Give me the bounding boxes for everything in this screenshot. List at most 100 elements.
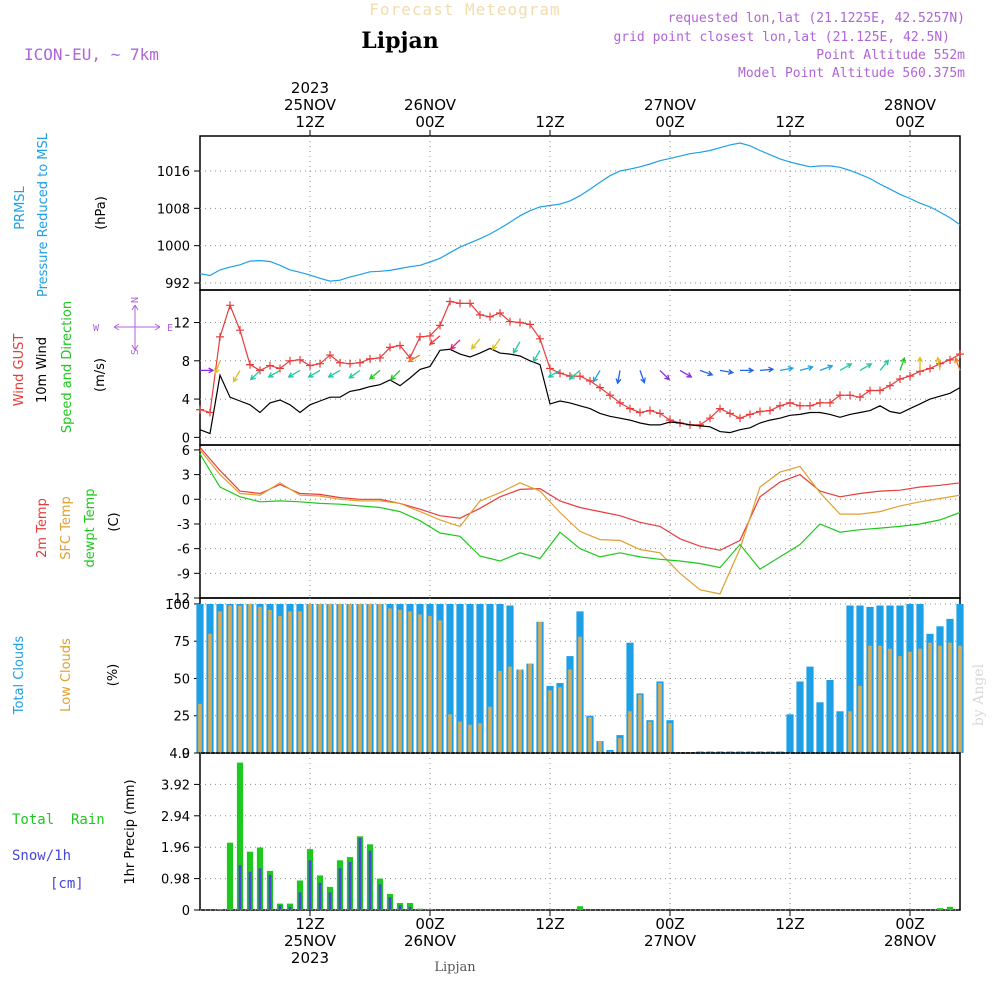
bar-clouds-1-65 <box>848 711 852 753</box>
bar-clouds-1-37 <box>568 669 572 753</box>
top-time-label-0-0: 2023 <box>291 79 329 97</box>
bar-clouds-1-76 <box>958 645 962 753</box>
bar-precip-1-12 <box>358 837 362 910</box>
ytick-label-temperature-4: 0 <box>182 493 190 508</box>
bar-clouds-1-3 <box>228 605 232 753</box>
series-temperature-2 <box>199 453 961 570</box>
wind-arrow-10 <box>389 369 401 381</box>
dewpt-label: dewpt Temp <box>83 488 98 567</box>
wind-units: (m/s) <box>93 358 108 392</box>
tsfc-label: SFC Temp <box>59 496 74 560</box>
bar-clouds-1-46 <box>658 683 662 753</box>
bar-clouds-1-15 <box>348 604 352 753</box>
gust-marker-26 <box>456 299 464 308</box>
gust-marker-57 <box>766 406 774 415</box>
bar-clouds-1-31 <box>508 666 512 753</box>
top-time-label-5-0: 28NOV <box>884 96 937 114</box>
ytick-label-temperature-3: -3 <box>177 518 190 533</box>
bar-clouds-1-2 <box>218 611 222 753</box>
gust-marker-30 <box>496 308 504 317</box>
gust-marker-41 <box>606 391 614 400</box>
bar-precip-0-20 <box>416 908 424 910</box>
gust-marker-2 <box>216 332 224 341</box>
clouds-units: (%) <box>106 664 121 687</box>
top-time-label-3-0: 27NOV <box>644 96 697 114</box>
gust-marker-34 <box>536 334 544 343</box>
bar-clouds-1-66 <box>858 685 862 753</box>
series-wind-1 <box>199 347 961 435</box>
bar-clouds-0-26 <box>456 604 464 753</box>
bar-precip-1-8 <box>318 882 322 910</box>
gust-marker-62 <box>816 398 824 407</box>
bar-clouds-1-5 <box>248 604 252 753</box>
bar-precip-1-4 <box>278 905 282 910</box>
gust-marker-28 <box>476 310 484 319</box>
bottom-time-label-5-1: 28NOV <box>884 932 937 950</box>
bar-precip-1-3 <box>268 874 272 910</box>
bottom-time-label-1-0: 00Z <box>415 915 444 933</box>
ytick-label-pressure-2: 1008 <box>157 202 190 217</box>
gust-marker-70 <box>896 374 904 383</box>
gust-marker-76 <box>956 350 964 359</box>
series-temperature-1 <box>199 449 961 595</box>
bottom-time-label-3-0: 00Z <box>655 915 684 933</box>
gust-marker-1 <box>206 408 214 417</box>
bar-precip-1-0 <box>238 865 242 910</box>
wind-arrow-5 <box>287 369 301 378</box>
gust-marker-43 <box>626 404 634 413</box>
gust-marker-67 <box>866 386 874 395</box>
gust-marker-31 <box>506 317 514 326</box>
wind-arrow-14 <box>470 338 481 350</box>
location-title: Lipjan <box>361 28 438 54</box>
gust-marker-68 <box>876 386 884 395</box>
bar-precip-1-5 <box>288 906 292 910</box>
bar-precip-1-16 <box>398 905 402 910</box>
gust-marker-35 <box>546 364 554 373</box>
bar-precip-1-9 <box>328 892 332 910</box>
requested-coords: requested lon,lat (21.1225E, 42.5257N) <box>668 11 965 26</box>
bar-clouds-1-19 <box>388 608 392 753</box>
gust-marker-64 <box>836 391 844 400</box>
ytick-label-precip-2: 1.96 <box>161 841 190 856</box>
wind-arrow-37 <box>935 356 942 371</box>
bar-clouds-0-64 <box>836 711 844 753</box>
rain-legend: Total Rain <box>12 812 105 828</box>
wind-arrow-19 <box>568 369 581 380</box>
bar-precip-0-1 <box>226 842 234 910</box>
wind-arrow-3 <box>249 369 261 381</box>
bottom-time-label-0-1: 25NOV <box>284 932 337 950</box>
bar-clouds-1-28 <box>478 723 482 753</box>
wind-arrow-11 <box>407 354 421 363</box>
gust-marker-15 <box>346 359 354 368</box>
gust-marker-23 <box>426 331 434 340</box>
compass-w: W <box>93 323 100 334</box>
compass-e: E <box>167 323 173 334</box>
ytick-label-wind-2: 8 <box>182 355 190 370</box>
gust-marker-17 <box>366 354 374 363</box>
gust-marker-32 <box>516 318 524 327</box>
ytick-label-temperature-2: -6 <box>177 543 190 558</box>
wind-arrow-22 <box>639 370 646 384</box>
gust-marker-11 <box>306 361 314 370</box>
bar-clouds-1-16 <box>358 604 362 753</box>
gust-marker-16 <box>356 358 364 367</box>
gust-marker-18 <box>376 353 384 362</box>
ytick-label-precip-5: 4.9 <box>169 747 190 762</box>
compass-s: S <box>130 349 141 355</box>
bar-clouds-0-0 <box>196 604 204 753</box>
ytick-label-clouds-0: 0 <box>182 747 190 762</box>
bar-precip-1-17 <box>408 906 412 910</box>
compass-rose: W E N S <box>93 297 173 355</box>
gust-marker-59 <box>786 398 794 407</box>
bar-clouds-0-66 <box>856 605 864 753</box>
top-time-label-1-1: 00Z <box>415 113 444 131</box>
bottom-time-label-3-1: 27NOV <box>644 932 697 950</box>
bar-clouds-1-10 <box>298 611 302 753</box>
ytick-label-wind-0: 0 <box>182 431 190 446</box>
grid-point-coords: grid point closest lon,lat (21.125E, 42.… <box>613 30 950 45</box>
gust-marker-71 <box>906 372 914 381</box>
series-pressure-0 <box>199 142 961 282</box>
bar-clouds-0-59 <box>786 714 794 754</box>
gust-marker-53 <box>726 409 734 418</box>
wind-arrow-12 <box>428 335 441 346</box>
